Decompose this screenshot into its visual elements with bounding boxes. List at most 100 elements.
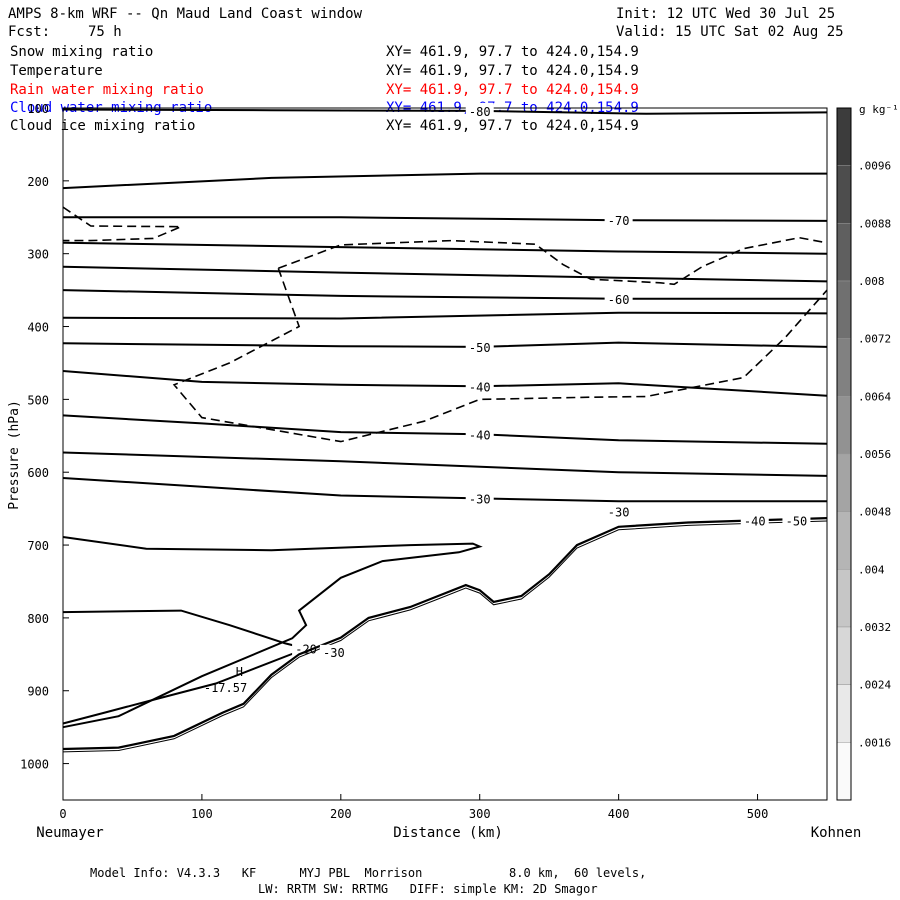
contour-label: -30	[608, 505, 630, 519]
colorbar-tick-label: .0024	[858, 679, 891, 692]
y-tick-label: 100	[27, 102, 49, 116]
colorbar-bin	[836, 684, 852, 743]
temperature-isotherm	[62, 341, 828, 348]
isotherm-label: -70	[608, 214, 630, 228]
colorbar-frame	[836, 107, 852, 801]
terrain-high-marker: H	[236, 665, 243, 679]
init-time: Init: 12 UTC Wed 30 Jul 25	[616, 6, 836, 22]
contour-label-bg	[604, 504, 633, 519]
x-endpoint-left: Neumayer	[36, 825, 103, 841]
y-tick-label: 800	[27, 612, 49, 626]
valid-time: Valid: 15 UTC Sat 02 Aug 25	[616, 24, 844, 40]
colorbar-tick-label: .0048	[858, 506, 891, 519]
cloud-ice-contour	[62, 206, 182, 242]
colorbar-bin	[836, 453, 852, 512]
terrain-line	[62, 517, 828, 751]
colorbar: .0096 .0088 .008 .0072 .0064 .0056 .0048 .004 .0…	[836, 107, 891, 801]
y-tick-label: 400	[27, 321, 49, 335]
colorbar-tick-label: .0032	[858, 621, 891, 634]
isotherm-label: -60	[608, 293, 630, 307]
field-name-cloud-ice: Cloud ice mixing ratio	[10, 118, 196, 134]
field-name-temperature: Temperature	[10, 63, 103, 79]
isotherm-label-bg	[465, 426, 494, 442]
isotherm-label-bg	[465, 338, 494, 354]
isotherm-label-bg	[465, 378, 494, 394]
field-xy-snow: XY= 461.9, 97.7 to 424.0,154.9	[386, 44, 639, 60]
y-tick-label: 700	[27, 539, 49, 553]
contour-label-bg	[319, 644, 348, 659]
field-name-rain: Rain water mixing ratio	[10, 82, 204, 98]
temperature-isotherm	[62, 108, 828, 115]
contour-label: -30	[323, 646, 345, 660]
temperature-isotherm	[62, 370, 828, 397]
isotherm-label: -30	[469, 492, 491, 506]
temperature-isotherm	[62, 477, 827, 503]
x-tick-label: 300	[469, 807, 491, 821]
contour-label: -50	[786, 515, 808, 529]
y-tick-label: 600	[27, 466, 49, 480]
isotherm-label: -50	[469, 341, 491, 355]
temperature-isotherm	[62, 289, 827, 300]
colorbar-bin	[836, 338, 852, 397]
y-tick-label: 500	[27, 393, 49, 407]
colorbar-tick-label: .0088	[858, 217, 891, 230]
x-endpoint-right: Kohnen	[811, 825, 862, 841]
contour-label-bg	[782, 513, 811, 528]
y-tick-label: 300	[27, 248, 49, 262]
y-tick-label: 1000	[20, 758, 49, 772]
y-tick-label: 200	[27, 175, 49, 189]
colorbar-tick-label: .0016	[858, 736, 891, 749]
colorbar-bin	[836, 511, 852, 570]
colorbar-bin	[836, 165, 852, 224]
y-tick-label: 900	[27, 685, 49, 699]
temperature-isotherm	[62, 265, 828, 283]
model-info-line1: Model Info: V4.3.3 KF MYJ PBL Morrison 8…	[90, 866, 647, 880]
isotherm-label-bg	[465, 102, 494, 118]
contour-label: -40	[744, 515, 766, 529]
temperature-isotherm	[62, 609, 310, 725]
field-xy-temperature: XY= 461.9, 97.7 to 424.0,154.9	[386, 63, 639, 79]
x-tick-label: 100	[191, 807, 213, 821]
field-xy-cloud-ice: XY= 461.9, 97.7 to 424.0,154.9	[386, 118, 639, 134]
isotherm-label-bg	[465, 490, 494, 506]
colorbar-bin	[836, 396, 852, 455]
x-tick-label: 500	[747, 807, 769, 821]
colorbar-unit: g kg⁻¹	[859, 103, 899, 116]
chart-title: AMPS 8-km WRF -- Qn Maud Land Coast wind…	[8, 6, 363, 22]
x-tick-label: 200	[330, 807, 352, 821]
temperature-isotherm	[62, 311, 828, 320]
colorbar-bin	[836, 280, 852, 339]
colorbar-bin	[836, 742, 852, 801]
colorbar-tick-label: .0064	[858, 390, 891, 403]
isotherm-label: -40	[469, 380, 491, 394]
temperature-isotherm	[62, 241, 828, 255]
terrain-high-value: -17.57	[204, 681, 247, 695]
isotherm-label-bg	[604, 212, 633, 228]
isotherm-label-bg	[604, 290, 633, 306]
terrain-line-shadow	[62, 520, 828, 753]
isotherm-label: -40	[469, 428, 491, 442]
colorbar-tick-label: .0096	[858, 160, 891, 173]
temperature-isotherm	[62, 451, 828, 477]
plot-frame	[62, 107, 828, 801]
cloud-ice-contour	[172, 268, 828, 443]
field-name-snow: Snow mixing ratio	[10, 44, 154, 60]
x-axis-label: Distance (km)	[393, 825, 503, 841]
field-xy-rain: XY= 461.9, 97.7 to 424.0,154.9	[386, 82, 639, 98]
isotherm-label: -80	[469, 105, 491, 119]
colorbar-bin	[836, 626, 852, 685]
colorbar-tick-label: .0056	[858, 448, 891, 461]
temperature-isotherm	[62, 414, 828, 445]
forecast-hours: 75 h	[88, 24, 122, 40]
colorbar-tick-label: .0072	[858, 333, 891, 346]
colorbar-bin	[836, 107, 852, 166]
x-tick-label: 0	[59, 807, 66, 821]
cloud-ice-contour	[278, 236, 828, 286]
x-tick-label: 400	[608, 807, 630, 821]
colorbar-tick-label: .008	[858, 275, 885, 288]
contour-label-bg	[740, 513, 769, 528]
model-info-line2: LW: RRTM SW: RRTMG DIFF: simple KM: 2D S…	[258, 882, 598, 896]
temperature-isotherm	[62, 172, 827, 190]
y-axis-label: Pressure (hPa)	[7, 400, 22, 510]
